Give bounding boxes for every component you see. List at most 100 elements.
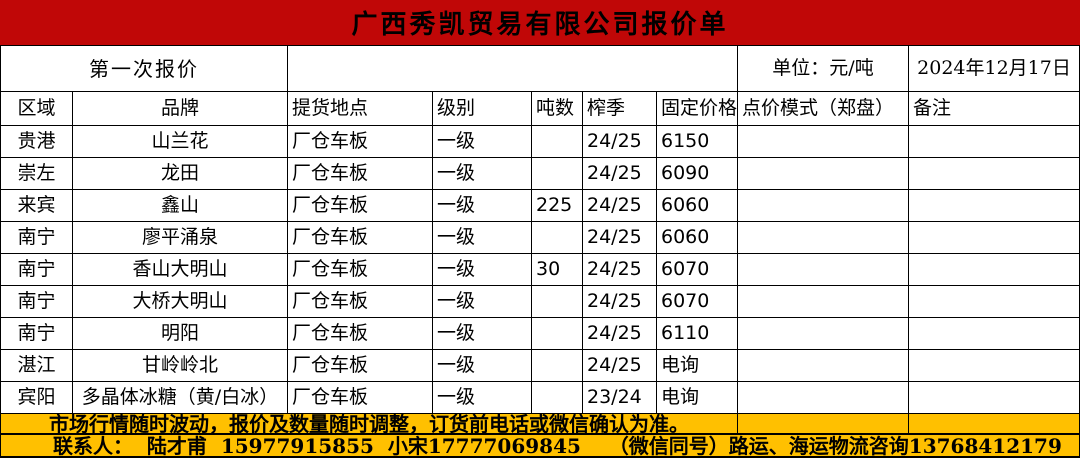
cell-brand: 廖平涌泉 [73, 222, 288, 254]
col-header-season: 榨季 [583, 92, 657, 126]
cell-point-mode [738, 190, 909, 222]
cell-price: 6150 [657, 126, 738, 158]
cell-price: 6090 [657, 158, 738, 190]
cell-tons [532, 382, 583, 414]
cell-note [909, 158, 1080, 190]
cell-season: 24/25 [583, 222, 657, 254]
page-title: 广西秀凯贸易有限公司报价单 [351, 10, 729, 40]
cell-region: 南宁 [1, 254, 73, 286]
cell-price: 6070 [657, 286, 738, 318]
cell-season: 23/24 [583, 382, 657, 414]
empty-orange-cell [909, 414, 1080, 435]
cell-brand: 多晶体冰糖（黄/白冰） [73, 382, 288, 414]
cell-brand: 鑫山 [73, 190, 288, 222]
date-cell: 2024年12月17日 [909, 46, 1080, 92]
cell-region: 来宾 [1, 190, 73, 222]
contact-line: 联系人： 陆才甫 15977915855 小宋17777069845 （微信同号… [1, 435, 1080, 456]
cell-note [909, 254, 1080, 286]
col-header-region: 区域 [1, 92, 73, 126]
cell-pickup: 厂仓车板 [288, 158, 433, 190]
cell-season: 24/25 [583, 126, 657, 158]
cell-pickup: 厂仓车板 [288, 254, 433, 286]
cell-season: 24/25 [583, 158, 657, 190]
col-header-tons: 吨数 [532, 92, 583, 126]
cell-tons [532, 350, 583, 382]
cell-grade: 一级 [433, 158, 532, 190]
cell-pickup: 厂仓车板 [288, 126, 433, 158]
cell-brand: 龙田 [73, 158, 288, 190]
cell-price: 6110 [657, 318, 738, 350]
market-notice: 市场行情随时波动，报价及数量随时调整，订货前电话或微信确认为准。 [1, 414, 738, 435]
cell-region: 南宁 [1, 222, 73, 254]
cell-note [909, 222, 1080, 254]
cell-point-mode [738, 382, 909, 414]
cell-note [909, 190, 1080, 222]
cell-point-mode [738, 318, 909, 350]
cell-region: 南宁 [1, 318, 73, 350]
col-header-brand: 品牌 [73, 92, 288, 126]
cell-brand: 大桥大明山 [73, 286, 288, 318]
cell-price: 电询 [657, 350, 738, 382]
cell-season: 24/25 [583, 254, 657, 286]
cell-pickup: 厂仓车板 [288, 286, 433, 318]
cell-point-mode [738, 286, 909, 318]
cell-pickup: 厂仓车板 [288, 350, 433, 382]
cell-brand: 甘岭岭北 [73, 350, 288, 382]
col-header-price: 固定价格 [657, 92, 738, 126]
cell-price: 6060 [657, 190, 738, 222]
cell-tons [532, 222, 583, 254]
cell-price: 电询 [657, 382, 738, 414]
cell-season: 24/25 [583, 318, 657, 350]
cell-season: 24/25 [583, 286, 657, 318]
col-header-pickup: 提货地点 [288, 92, 433, 126]
cell-tons [532, 158, 583, 190]
empty-orange-cell [738, 414, 909, 435]
cell-region: 宾阳 [1, 382, 73, 414]
cell-point-mode [738, 222, 909, 254]
cell-note [909, 350, 1080, 382]
cell-note [909, 382, 1080, 414]
cell-region: 南宁 [1, 286, 73, 318]
cell-point-mode [738, 158, 909, 190]
cell-point-mode [738, 350, 909, 382]
col-header-note: 备注 [909, 92, 1080, 126]
cell-price: 6070 [657, 254, 738, 286]
title-bar: 广西秀凯贸易有限公司报价单 [0, 0, 1080, 46]
quote-table: 第一次报价 单位：元/吨 2024年12月17日 区域 品牌 提货地点 级别 吨… [0, 46, 1080, 458]
cell-pickup: 厂仓车板 [288, 190, 433, 222]
cell-brand: 明阳 [73, 318, 288, 350]
cell-tons [532, 318, 583, 350]
cell-pickup: 厂仓车板 [288, 222, 433, 254]
cell-pickup: 厂仓车板 [288, 382, 433, 414]
cell-note [909, 318, 1080, 350]
cell-grade: 一级 [433, 318, 532, 350]
cell-region: 贵港 [1, 126, 73, 158]
cell-season: 24/25 [583, 350, 657, 382]
col-header-point-mode: 点价模式（郑盘） [738, 92, 909, 126]
cell-region: 湛江 [1, 350, 73, 382]
cell-brand: 香山大明山 [73, 254, 288, 286]
cell-pickup: 厂仓车板 [288, 318, 433, 350]
col-header-grade: 级别 [433, 92, 532, 126]
cell-tons: 30 [532, 254, 583, 286]
cell-price: 6060 [657, 222, 738, 254]
cell-grade: 一级 [433, 190, 532, 222]
cell-season: 24/25 [583, 190, 657, 222]
cell-note [909, 286, 1080, 318]
cell-tons [532, 286, 583, 318]
cell-grade: 一级 [433, 126, 532, 158]
cell-tons: 225 [532, 190, 583, 222]
cell-tons [532, 126, 583, 158]
cell-grade: 一级 [433, 286, 532, 318]
cell-point-mode [738, 254, 909, 286]
cell-grade: 一级 [433, 222, 532, 254]
cell-region: 崇左 [1, 158, 73, 190]
cell-note [909, 126, 1080, 158]
unit-cell: 单位：元/吨 [738, 46, 909, 92]
first-quote-cell: 第一次报价 [1, 46, 288, 92]
cell-point-mode [738, 126, 909, 158]
cell-grade: 一级 [433, 254, 532, 286]
empty-merged-cell [288, 46, 738, 92]
cell-brand: 山兰花 [73, 126, 288, 158]
